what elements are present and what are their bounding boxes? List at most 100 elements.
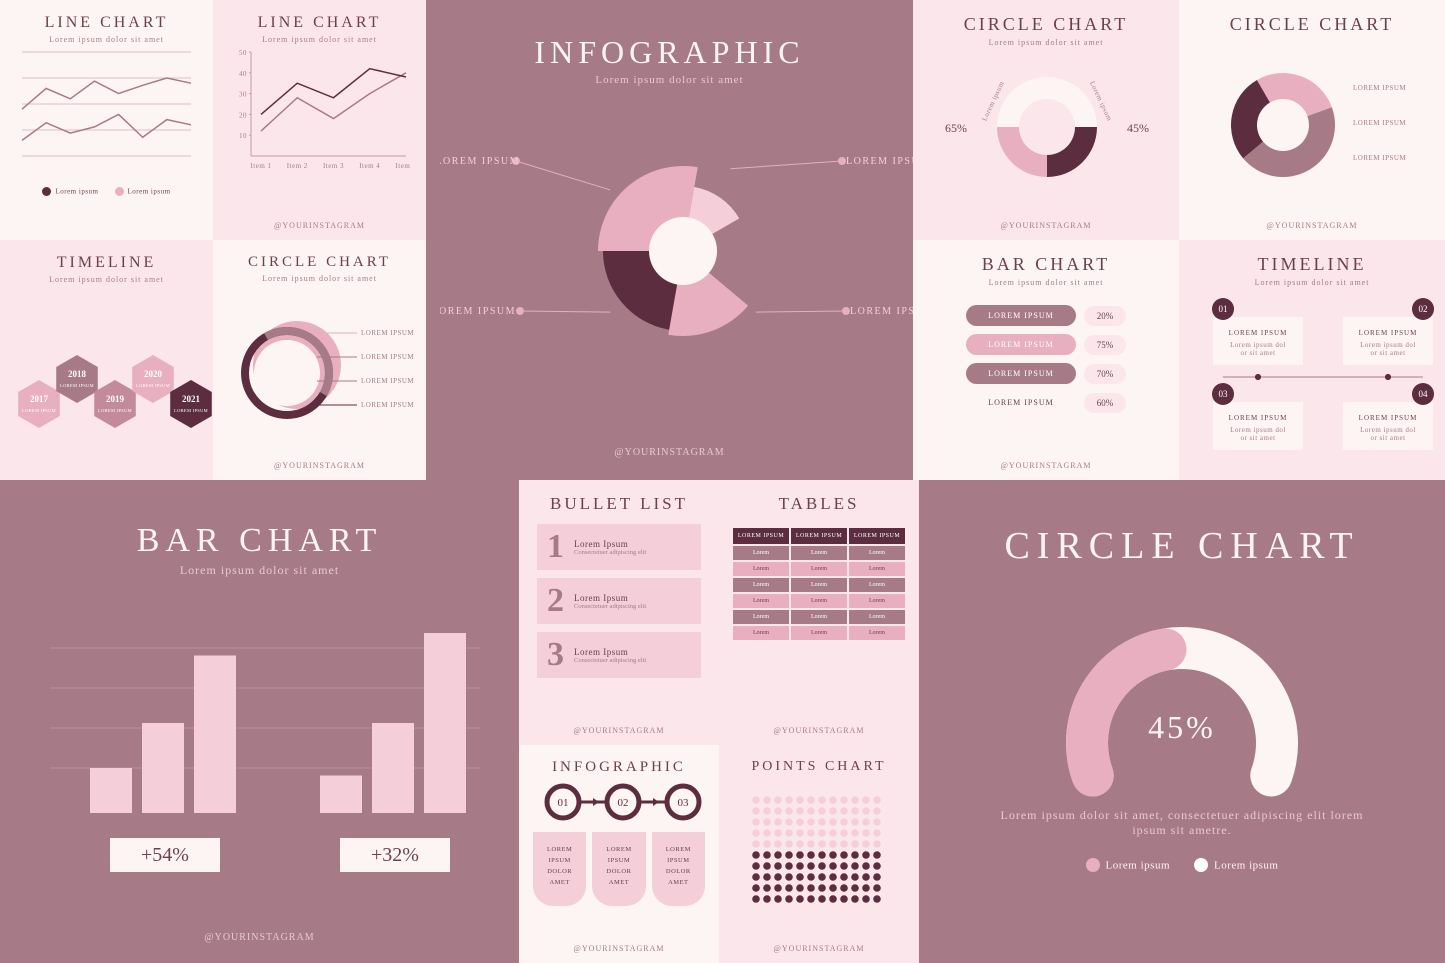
card-footer: @YOURINSTAGRAM [519, 944, 719, 953]
svg-text:LOREM IPSUM: LOREM IPSUM [361, 353, 414, 361]
step-word: LOREM [539, 846, 580, 853]
card-subtitle: Lorem ipsum dolor sit amet [1193, 278, 1431, 287]
step-word: LOREM [658, 846, 699, 853]
card-title: BULLET LIST [533, 494, 705, 514]
svg-text:Item 2: Item 2 [287, 162, 308, 170]
bar-chart-big-card: BAR CHART Lorem ipsum dolor sit amet +54… [0, 480, 519, 963]
svg-text:45%: 45% [1148, 709, 1216, 745]
svg-text:20: 20 [239, 111, 247, 119]
svg-text:LOREM IPSUM: LOREM IPSUM [136, 383, 170, 388]
hexagon-svg: 2017LOREM IPSUM2018LOREM IPSUM2019LOREM … [14, 284, 214, 454]
card-footer: @YOURINSTAGRAM [0, 932, 519, 943]
svg-text:LOREM IPSUM: LOREM IPSUM [1229, 414, 1288, 422]
card-title: TABLES [733, 494, 905, 514]
svg-text:LOREM IPSUM: LOREM IPSUM [22, 408, 56, 413]
line-chart-card-1: LINE CHART Lorem ipsum dolor sit amet Lo… [0, 0, 213, 240]
card-footer: @YOURINSTAGRAM [913, 461, 1179, 470]
line-chart-svg [14, 44, 199, 174]
pill-label: LOREM IPSUM [966, 305, 1076, 326]
td: Lorem [849, 626, 905, 640]
td: Lorem [733, 562, 789, 576]
card-footer: @YOURINSTAGRAM [213, 461, 426, 470]
card-title: CIRCLE CHART [927, 14, 1165, 35]
timeline-box-card: TIMELINE Lorem ipsum dolor sit amet 01LO… [1179, 240, 1445, 480]
step-word: DOLOR [658, 868, 699, 875]
card-footer: @YOURINSTAGRAM [1179, 221, 1445, 230]
pill-row: LOREM IPSUM 75% [927, 334, 1165, 355]
svg-text:LOREM IPSUM: LOREM IPSUM [1359, 414, 1418, 422]
svg-text:LOREM IPSUM: LOREM IPSUM [440, 156, 520, 167]
step-word: AMET [598, 879, 639, 886]
card-footer: @YOURINSTAGRAM [426, 447, 913, 458]
card-title: CIRCLE CHART [227, 254, 412, 271]
step-word: AMET [539, 879, 580, 886]
card-subtitle: Lorem ipsum dolor sit amet [14, 35, 199, 44]
card-title: CIRCLE CHART [933, 524, 1431, 568]
card-footer: @YOURINSTAGRAM [519, 726, 719, 735]
svg-text:LOREM IPSUM: LOREM IPSUM [440, 306, 516, 317]
circle-chart-card-3: CIRCLE CHART Lorem ipsum dolor sit amet … [213, 240, 426, 480]
svg-text:+32%: +32% [371, 844, 419, 866]
svg-text:2017: 2017 [30, 394, 49, 404]
polar-chart-svg: LOREM IPSUMLOREM IPSUMLOREM IPSUMLOREM I… [440, 86, 927, 406]
pill-row: LOREM IPSUM20% [927, 305, 1165, 326]
bullet-row: 1Lorem IpsumConsectetuer adipiscing elit [537, 524, 701, 570]
svg-text:45%: 45% [1127, 121, 1149, 135]
legend-dot [1194, 858, 1208, 872]
data-table: LOREM IPSUMLOREM IPSUMLOREM IPSUMLoremLo… [733, 528, 905, 640]
td: Lorem [733, 546, 789, 560]
line-chart-svg: 1020304050Item 1Item 2Item 3Item 4Item 5 [227, 44, 412, 184]
card-subtitle: Lorem ipsum dolor sit amet [927, 38, 1165, 47]
bullet-row: 3Lorem IpsumConsectetuer adipiscing elit [537, 632, 701, 678]
pill-label: LOREM IPSUM [966, 334, 1076, 355]
svg-text:or sit amet: or sit amet [1370, 349, 1405, 357]
td: Lorem [849, 610, 905, 624]
bullet-list-card: BULLET LIST 1Lorem IpsumConsectetuer adi… [519, 480, 719, 745]
svg-text:LOREM IPSUM: LOREM IPSUM [1353, 154, 1406, 162]
card-title: LINE CHART [14, 14, 199, 32]
svg-text:LOREM IPSUM: LOREM IPSUM [60, 383, 94, 388]
svg-text:LOREM IPSUM: LOREM IPSUM [361, 329, 414, 337]
legend-dot [42, 187, 51, 196]
svg-text:LOREM IPSUM: LOREM IPSUM [98, 408, 132, 413]
td: Lorem [791, 610, 847, 624]
step-word: IPSUM [598, 857, 639, 864]
step-word: AMET [658, 879, 699, 886]
svg-text:Lorem ipsum dol: Lorem ipsum dol [1360, 426, 1416, 434]
td: Lorem [849, 562, 905, 576]
svg-text:65%: 65% [945, 121, 967, 135]
svg-text:2021: 2021 [182, 394, 201, 404]
svg-text:LOREM IPSUM: LOREM IPSUM [1359, 329, 1418, 337]
pill-row: LOREM IPSUM70% [927, 363, 1165, 384]
td: Lorem [791, 626, 847, 640]
td: Lorem [733, 610, 789, 624]
card-subtitle: Lorem ipsum dolor sit amet [440, 74, 899, 86]
td: Lorem [791, 594, 847, 608]
timeline-hex-card: TIMELINE Lorem ipsum dolor sit amet 2017… [0, 240, 213, 480]
svg-text:LOREM IPSUM: LOREM IPSUM [361, 377, 414, 385]
bar-chart-svg: +54%+32% [20, 578, 500, 898]
bar-chart-pill-card: BAR CHART Lorem ipsum dolor sit amet LOR… [913, 240, 1179, 480]
bullet-number: 2 [547, 584, 564, 618]
card-footer: @YOURINSTAGRAM [719, 726, 919, 735]
svg-text:03: 03 [678, 797, 690, 809]
bullet-text: Lorem IpsumConsectetuer adipiscing elit [574, 593, 646, 610]
th: LOREM IPSUM [733, 528, 789, 544]
svg-text:LOREM IPSUM: LOREM IPSUM [1229, 329, 1288, 337]
circle-chart-card-1: CIRCLE CHART Lorem ipsum dolor sit amet … [913, 0, 1179, 240]
svg-text:Lorem ipsum dol: Lorem ipsum dol [1230, 426, 1286, 434]
card-title: LINE CHART [227, 14, 412, 32]
legend: Lorem ipsum Lorem ipsum [14, 182, 199, 200]
card-title: BAR CHART [927, 254, 1165, 275]
svg-text:or sit amet: or sit amet [1240, 349, 1275, 357]
bullet-text: Lorem IpsumConsectetuer adipiscing elit [574, 647, 646, 664]
card-desc: Lorem ipsum dolor sit amet, consectetuer… [982, 808, 1382, 838]
td: Lorem [791, 546, 847, 560]
pill-pct: 75% [1084, 335, 1126, 355]
svg-text:Lorem ipsum dol: Lorem ipsum dol [1360, 341, 1416, 349]
svg-text:04: 04 [1419, 389, 1429, 399]
infographic-steps-card: INFOGRAPHIC 010203 LOREMIPSUMDOLORAMETLO… [519, 745, 719, 963]
card-title: BAR CHART [14, 522, 505, 560]
ring-svg: LOREM IPSUMLOREM IPSUMLOREM IPSUMLOREM I… [227, 283, 427, 438]
svg-text:LOREM IPSUM: LOREM IPSUM [1353, 119, 1406, 127]
